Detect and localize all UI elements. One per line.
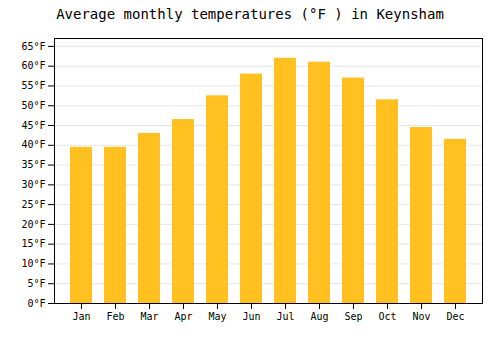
svg-text:Jan: Jan: [72, 311, 90, 322]
svg-text:Jul: Jul: [276, 311, 294, 322]
svg-text:20°F: 20°F: [21, 219, 45, 230]
svg-text:Sep: Sep: [344, 311, 362, 322]
svg-text:15°F: 15°F: [21, 238, 45, 249]
svg-text:45°F: 45°F: [21, 120, 45, 131]
svg-text:50°F: 50°F: [21, 100, 45, 111]
svg-text:10°F: 10°F: [21, 258, 45, 269]
svg-text:5°F: 5°F: [27, 278, 45, 289]
svg-text:Aug: Aug: [310, 311, 328, 322]
svg-text:35°F: 35°F: [21, 159, 45, 170]
svg-text:25°F: 25°F: [21, 199, 45, 210]
svg-text:65°F: 65°F: [21, 41, 45, 52]
svg-text:Dec: Dec: [446, 311, 464, 322]
svg-text:Apr: Apr: [174, 311, 192, 322]
html-text:Average monthly temperatures (: Average monthly temperatures (°F ) in Ke…: [56, 6, 444, 22]
svg-text:May: May: [208, 311, 226, 322]
svg-text:Nov: Nov: [412, 311, 430, 322]
svg-text:55°F: 55°F: [21, 80, 45, 91]
svg-text:Oct: Oct: [378, 311, 396, 322]
svg-text:30°F: 30°F: [21, 179, 45, 190]
svg-text:Mar: Mar: [140, 311, 158, 322]
svg-text:0°F: 0°F: [27, 298, 45, 309]
svg-text:40°F: 40°F: [21, 139, 45, 150]
svg-text:Feb: Feb: [106, 311, 124, 322]
svg-text:Jun: Jun: [242, 311, 260, 322]
svg-text:60°F: 60°F: [21, 60, 45, 71]
